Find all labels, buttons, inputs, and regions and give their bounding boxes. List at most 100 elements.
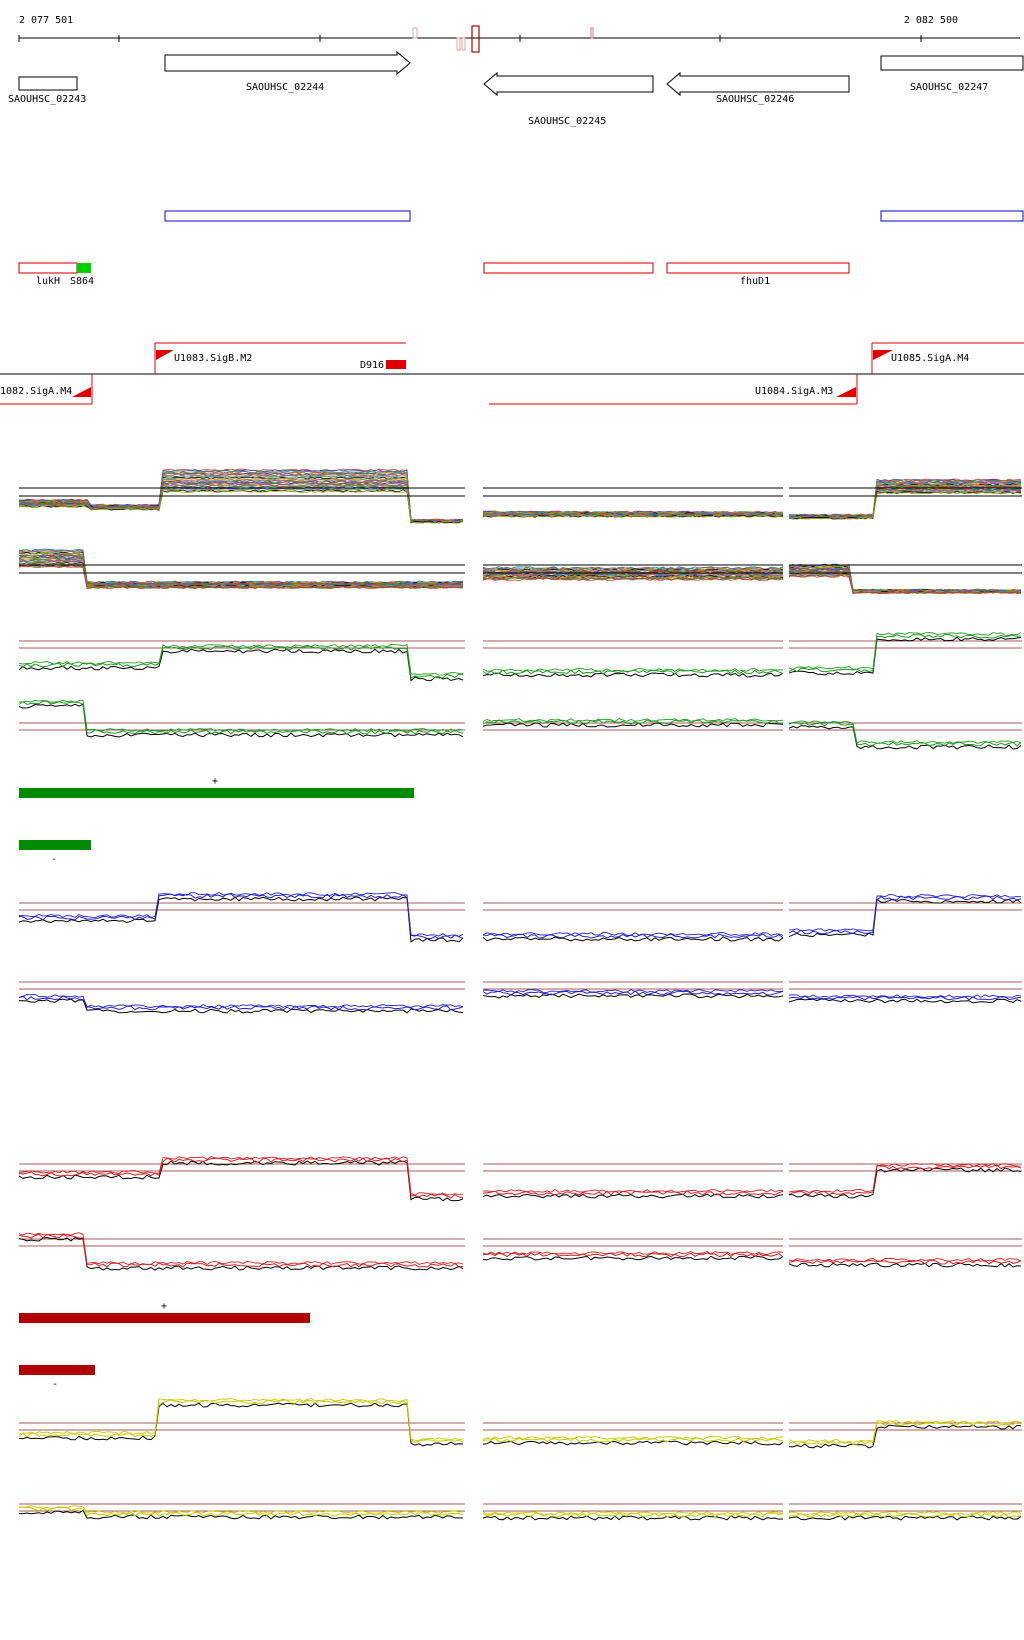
sample-series (482, 990, 784, 996)
multicolor-series (18, 554, 464, 586)
gene-saouhsc-02244[interactable]: SAOUHSC_02244 (164, 50, 411, 93)
gene-label-02247: SAOUHSC_02247 (910, 82, 988, 93)
sample-series (482, 668, 784, 672)
sample-series (482, 1252, 784, 1258)
sample-series (18, 699, 464, 733)
sample-series (788, 633, 1022, 673)
control-series (482, 672, 784, 678)
control-series (18, 1160, 464, 1202)
sample-series (788, 1512, 1022, 1518)
green-minus-label: - (51, 854, 57, 865)
sample-series (788, 1421, 1022, 1446)
gene-label-02244: SAOUHSC_02244 (246, 82, 324, 93)
sample-series (788, 720, 1022, 744)
gene-label-02246: SAOUHSC_02246 (716, 94, 794, 105)
gene-saouhsc-02243[interactable]: SAOUHSC_02243 (8, 76, 86, 105)
gene-label-02243: SAOUHSC_02243 (8, 94, 86, 105)
sample-series (788, 632, 1022, 670)
green-minus-bar (19, 840, 91, 850)
terminator-d916 (386, 360, 406, 369)
gene-saouhsc-02245[interactable]: SAOUHSC_02245 (483, 71, 654, 127)
sample-series (482, 719, 783, 725)
sample-series (482, 1511, 784, 1515)
promoter-u1085: U1085.SigA.M4 (891, 353, 969, 364)
multicolor-series (788, 483, 1022, 518)
control-series (482, 1515, 784, 1521)
promoter-flag-u1082 (72, 387, 91, 397)
multicolor-series (18, 482, 464, 523)
sample-series (482, 1437, 784, 1443)
terminator-label: D916 (360, 360, 384, 371)
expression-tracks (18, 468, 1022, 1521)
multicolor-series (482, 577, 784, 582)
sample-series (18, 645, 464, 679)
control-series (18, 1236, 464, 1271)
control-series (482, 1193, 784, 1199)
control-series (788, 998, 1022, 1004)
green-plus-label: + (212, 776, 218, 787)
sample-series (18, 1505, 464, 1514)
sample-series (482, 1436, 784, 1440)
control-series (788, 725, 1022, 750)
multicolor-series (18, 550, 464, 584)
promoter-track: U1083.SigB.M2 D916 U1085.SigA.M4 U1082.S… (0, 342, 1024, 405)
control-series (482, 722, 784, 728)
sample-series (18, 1399, 464, 1443)
multicolor-series (18, 469, 464, 522)
segment-bars: + - + - (19, 776, 414, 1390)
gene-saouhsc-02246[interactable]: SAOUHSC_02246 (666, 71, 850, 105)
gene-track: SAOUHSC_02243 SAOUHSC_02244 SAOUHSC_0224… (8, 50, 1024, 127)
sample-series (482, 989, 784, 993)
red-minus-bar (19, 1365, 95, 1375)
sample-series (18, 995, 464, 1011)
promoter-u1082: U1082.SigA.M4 (0, 386, 72, 397)
start-coordinate: 2 077 501 (19, 15, 73, 26)
multicolor-series (788, 489, 1022, 519)
sample-series (482, 932, 784, 936)
control-series (482, 993, 784, 999)
sample-series (18, 1157, 464, 1199)
control-series (788, 1424, 1022, 1449)
gene-saouhsc-02247[interactable]: SAOUHSC_02247 (880, 55, 1024, 93)
sample-series (18, 891, 464, 937)
blue-annotation-track (164, 210, 1024, 222)
sample-series (482, 1188, 784, 1193)
sample-series (788, 895, 1022, 935)
control-series (482, 936, 784, 942)
sample-series (18, 893, 464, 940)
red-minus-label: - (52, 1379, 58, 1390)
sample-series (788, 995, 1022, 1001)
promoter-flag-u1084 (836, 387, 856, 397)
annotation-s864: S864 (70, 276, 94, 287)
control-series (788, 636, 1022, 676)
coordinate-ruler: 2 077 501 2 082 500 (18, 15, 1020, 53)
multicolor-series (788, 491, 1022, 520)
multicolor-series (788, 574, 1022, 595)
end-coordinate: 2 082 500 (904, 15, 958, 26)
sample-series (482, 1190, 784, 1196)
sample-series (788, 1164, 1022, 1196)
control-series (788, 1167, 1022, 1199)
sample-series (788, 994, 1022, 998)
multicolor-series (788, 566, 1022, 593)
annotation-lukh: lukH (36, 276, 60, 287)
sample-series (18, 1398, 464, 1441)
sample-series (788, 721, 1022, 747)
control-series (19, 1509, 464, 1520)
sample-series (482, 933, 784, 939)
green-plus-bar (19, 788, 414, 798)
control-series (18, 648, 464, 682)
multicolor-series (18, 565, 463, 590)
sample-series (18, 1233, 464, 1268)
multicolor-series (18, 490, 464, 524)
sample-series (482, 1251, 784, 1255)
control-series (482, 1255, 784, 1261)
sample-series (788, 1420, 1022, 1443)
red-plus-label: + (161, 1301, 167, 1312)
sample-series (18, 1156, 464, 1196)
promoter-u1084: U1084.SigA.M3 (755, 386, 833, 397)
sample-series (18, 644, 464, 676)
red-annotation-track: lukH S864 fhuD1 (18, 262, 850, 287)
gene-label-02245: SAOUHSC_02245 (528, 116, 606, 127)
